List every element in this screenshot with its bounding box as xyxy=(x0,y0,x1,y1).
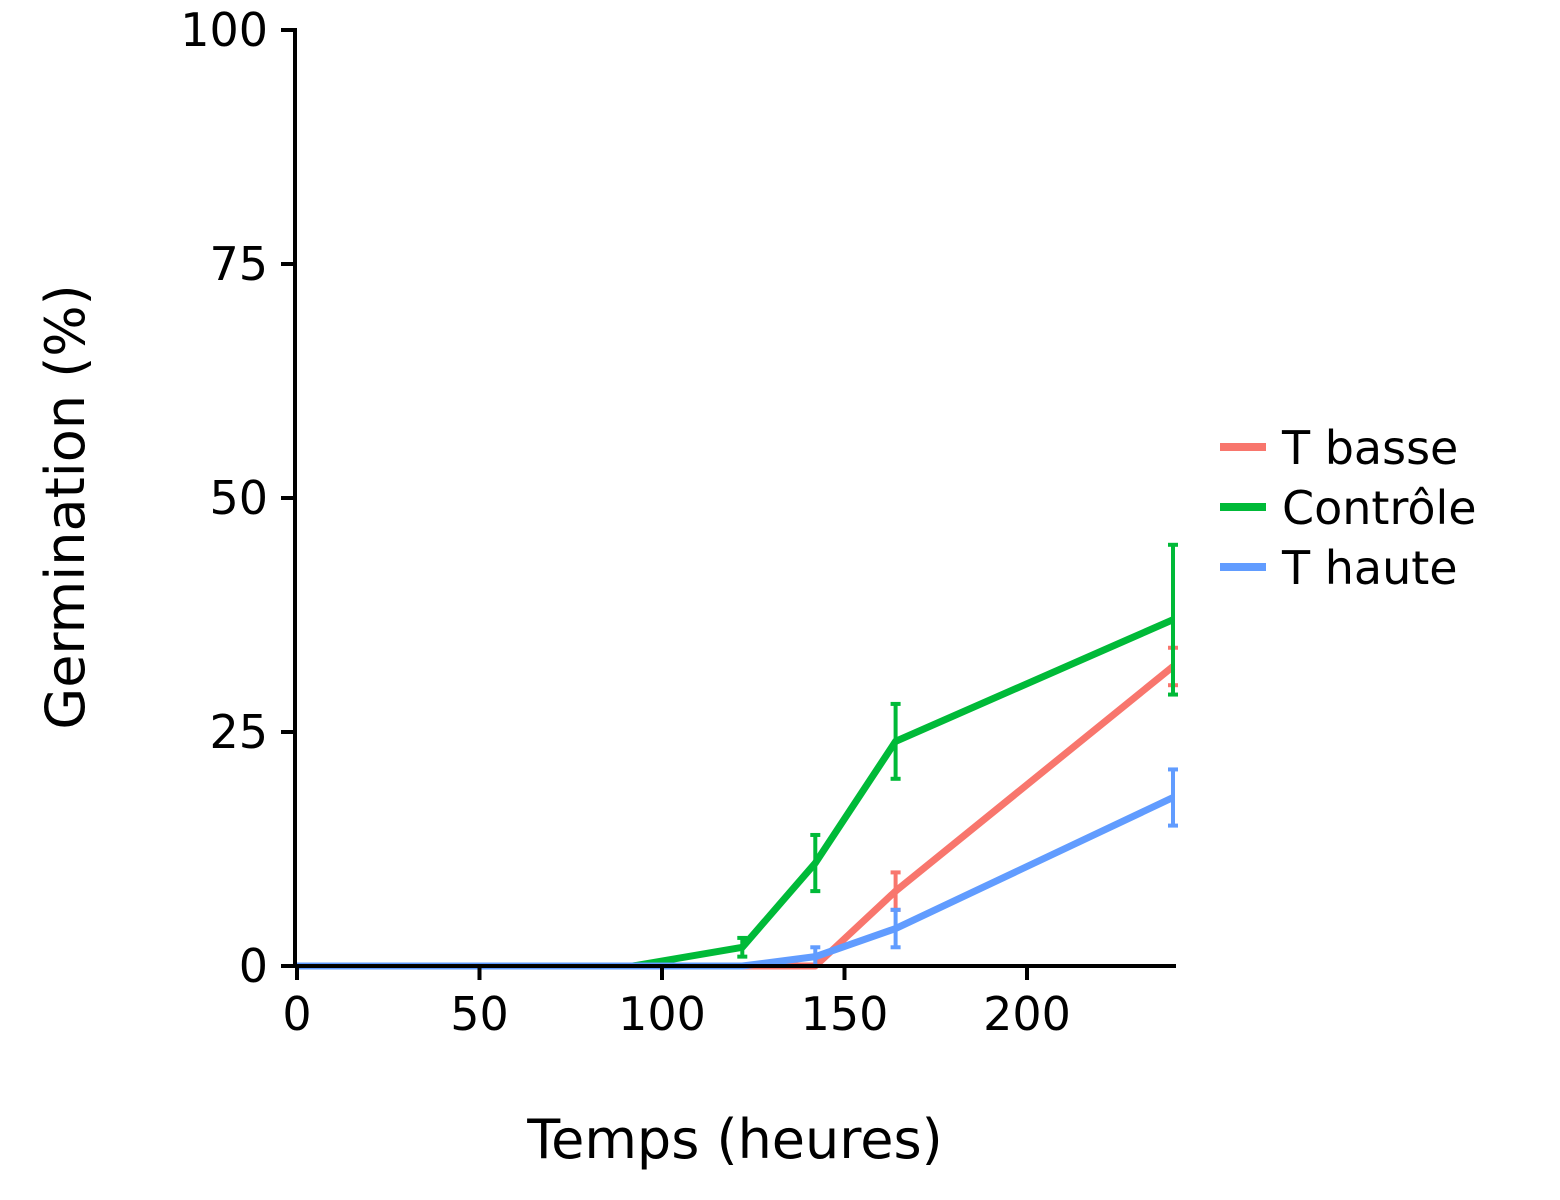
axes-layer xyxy=(293,28,1176,968)
series-line xyxy=(297,794,1175,970)
legend-item: Contrôle xyxy=(1220,481,1477,535)
ticks-layer: 0 50 100 150 200 0 25 50 75 100 xyxy=(180,3,1071,1041)
legend-item: T haute xyxy=(1220,541,1458,595)
x-tick-label: 150 xyxy=(801,987,889,1041)
legend-item: T basse xyxy=(1220,421,1458,475)
series-group xyxy=(297,542,1178,970)
series-group xyxy=(297,645,1178,970)
x-tick-label: 50 xyxy=(450,987,509,1041)
legend-label: T haute xyxy=(1281,541,1458,595)
series-line xyxy=(297,616,1175,970)
y-tick-label: 75 xyxy=(209,237,268,291)
x-tick-label: 200 xyxy=(983,987,1071,1041)
series-layer xyxy=(297,542,1178,970)
x-tick-label: 100 xyxy=(618,987,706,1041)
legend-label: Contrôle xyxy=(1282,481,1477,535)
legend-label: T basse xyxy=(1281,421,1458,475)
x-axis-title: Temps (heures) xyxy=(526,1108,942,1171)
y-tick-label: 50 xyxy=(209,471,268,525)
series-line xyxy=(297,663,1176,970)
y-tick-label: 25 xyxy=(209,705,268,759)
y-axis-title: Germination (%) xyxy=(34,284,97,729)
x-tick-label: 0 xyxy=(282,987,311,1041)
y-tick-label: 100 xyxy=(180,3,268,57)
legend: T basse Contrôle T haute xyxy=(1220,421,1477,595)
y-tick-label: 0 xyxy=(239,939,268,993)
